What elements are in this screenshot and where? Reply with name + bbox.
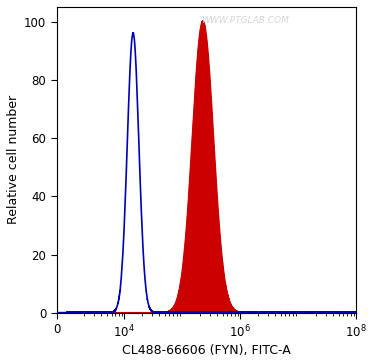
- X-axis label: CL488-66606 (FYN), FITC-A: CL488-66606 (FYN), FITC-A: [122, 344, 291, 357]
- Text: WWW.PTGLAB.COM: WWW.PTGLAB.COM: [202, 16, 289, 25]
- Y-axis label: Relative cell number: Relative cell number: [7, 95, 20, 225]
